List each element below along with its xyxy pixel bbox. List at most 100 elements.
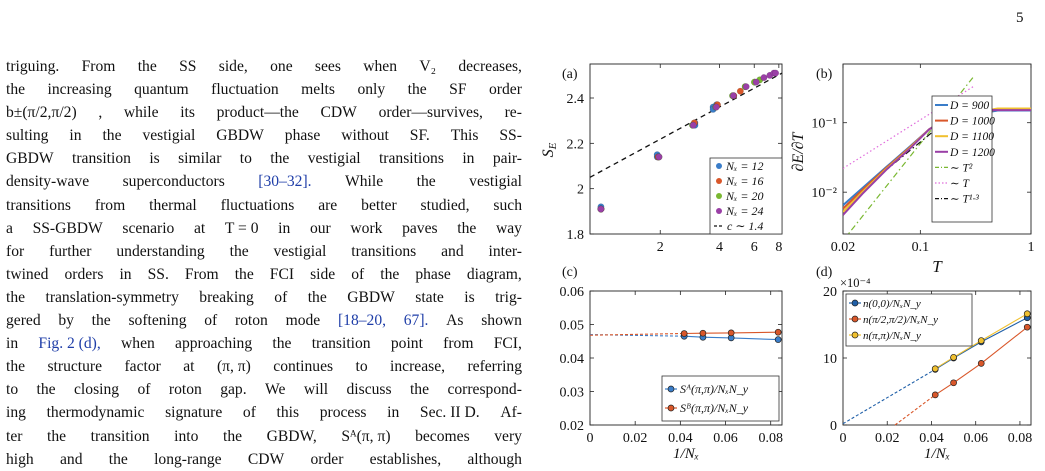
word: the	[108, 450, 128, 468]
word: the	[270, 150, 290, 168]
word: long-range	[154, 450, 222, 468]
word: of	[242, 404, 256, 422]
word: a	[6, 219, 13, 237]
data-point	[729, 92, 737, 100]
word: is	[149, 150, 160, 168]
legend-marker	[851, 299, 859, 307]
word: translation-symmetry	[45, 288, 179, 306]
word: high	[6, 450, 34, 468]
x-tick-label: 0.02	[831, 240, 856, 255]
legend-label: Nₓ = 12	[725, 159, 764, 173]
x-tick-label: 0	[840, 431, 847, 446]
word: into	[174, 427, 199, 445]
legend-label: c ∼ 1.4	[727, 219, 763, 233]
data-point	[950, 353, 957, 361]
word[interactable]: [18–20,	[337, 312, 387, 330]
word: and	[441, 242, 464, 260]
x-tick-label: 0.02	[875, 431, 900, 446]
word: by	[58, 312, 74, 330]
legend-label: ∼ T²	[950, 162, 973, 174]
y-axis-label: SE	[540, 142, 559, 157]
word: product—the	[216, 104, 299, 122]
text-line: for further understanding the vestigial trans…	[6, 240, 522, 263]
word: Sec. II D.	[419, 404, 480, 422]
word[interactable]: [30–32].	[258, 173, 312, 191]
word: (π, π)	[216, 358, 251, 376]
data-point	[699, 329, 707, 337]
word: Sᴬ(π, π)	[341, 427, 391, 445]
word: such	[493, 196, 522, 214]
word: studied,	[420, 196, 470, 214]
y-multiplier: ×10⁻⁴	[840, 276, 871, 290]
word: This	[450, 127, 479, 145]
word: GBDW	[216, 127, 264, 145]
word: order—survives,	[378, 104, 483, 122]
text-line: gered by the softening of roton mode [18–20, 67]…	[6, 309, 522, 332]
word: vestigial	[307, 150, 361, 168]
word: thermal	[149, 196, 197, 214]
y-axis-label-sub: E	[547, 142, 559, 150]
word: the	[6, 288, 26, 306]
legend-label: ∼ T¹·³	[950, 194, 979, 206]
extrapolation-line	[842, 368, 936, 425]
y-tick-label: 2	[577, 183, 584, 198]
series-line	[684, 335, 779, 341]
word: SS.	[147, 265, 169, 283]
word: correspond-	[447, 381, 522, 399]
word: increasing	[47, 81, 112, 99]
y-tick-label: 1.8	[567, 228, 585, 243]
word: shown	[481, 312, 522, 330]
word: gered	[6, 312, 41, 330]
text-line: high and the long-range CDW order establishes,…	[6, 448, 522, 471]
word: roton	[234, 312, 268, 330]
word: of	[274, 288, 288, 306]
word: understanding	[116, 242, 205, 260]
word: in	[278, 219, 291, 237]
word[interactable]: Fig. 2 (d),	[38, 335, 101, 353]
word: melts	[301, 81, 335, 99]
word: when	[363, 58, 397, 75]
data-point	[977, 360, 985, 367]
word: will	[303, 381, 329, 399]
x-tick-label: 0.02	[623, 431, 648, 446]
data-point	[742, 83, 750, 91]
data-point	[977, 337, 985, 344]
legend-label: D = 1000	[949, 116, 995, 128]
legend-label: n(0,0)/NₓN_y	[863, 298, 921, 310]
word: T = 0	[224, 219, 259, 237]
x-tick-label: 1	[1028, 240, 1035, 255]
word: vestigial	[469, 173, 522, 191]
word: our	[309, 219, 331, 237]
data-point	[774, 336, 782, 343]
word: As	[446, 312, 464, 330]
legend-marker	[851, 315, 859, 323]
word: of	[137, 381, 151, 399]
word: point	[390, 335, 423, 353]
word: side,	[218, 58, 248, 75]
legend-label: n(π,π)/NₓN_y	[863, 330, 921, 342]
word: in	[119, 265, 132, 283]
data-point	[950, 379, 957, 387]
x-tick-label: 0.1	[912, 240, 930, 255]
page-number: 5	[1016, 10, 1024, 26]
data-point	[931, 391, 939, 399]
word: CDW	[320, 104, 357, 122]
word: to	[6, 381, 19, 399]
data-point	[1023, 323, 1031, 331]
word: the	[6, 358, 26, 376]
fit-line	[589, 72, 783, 178]
word: phase	[415, 265, 451, 283]
word: FCI,	[493, 335, 522, 353]
word: We	[265, 381, 286, 399]
word: increase,	[390, 358, 446, 376]
word: the	[407, 81, 427, 99]
word[interactable]: 67].	[403, 312, 429, 330]
word: factor	[124, 358, 161, 376]
data-point	[712, 103, 720, 111]
word: GBDW	[6, 150, 54, 168]
word: although	[467, 450, 522, 468]
word: approaching	[175, 335, 253, 353]
word: ing	[6, 404, 26, 422]
word: sees	[314, 58, 341, 75]
